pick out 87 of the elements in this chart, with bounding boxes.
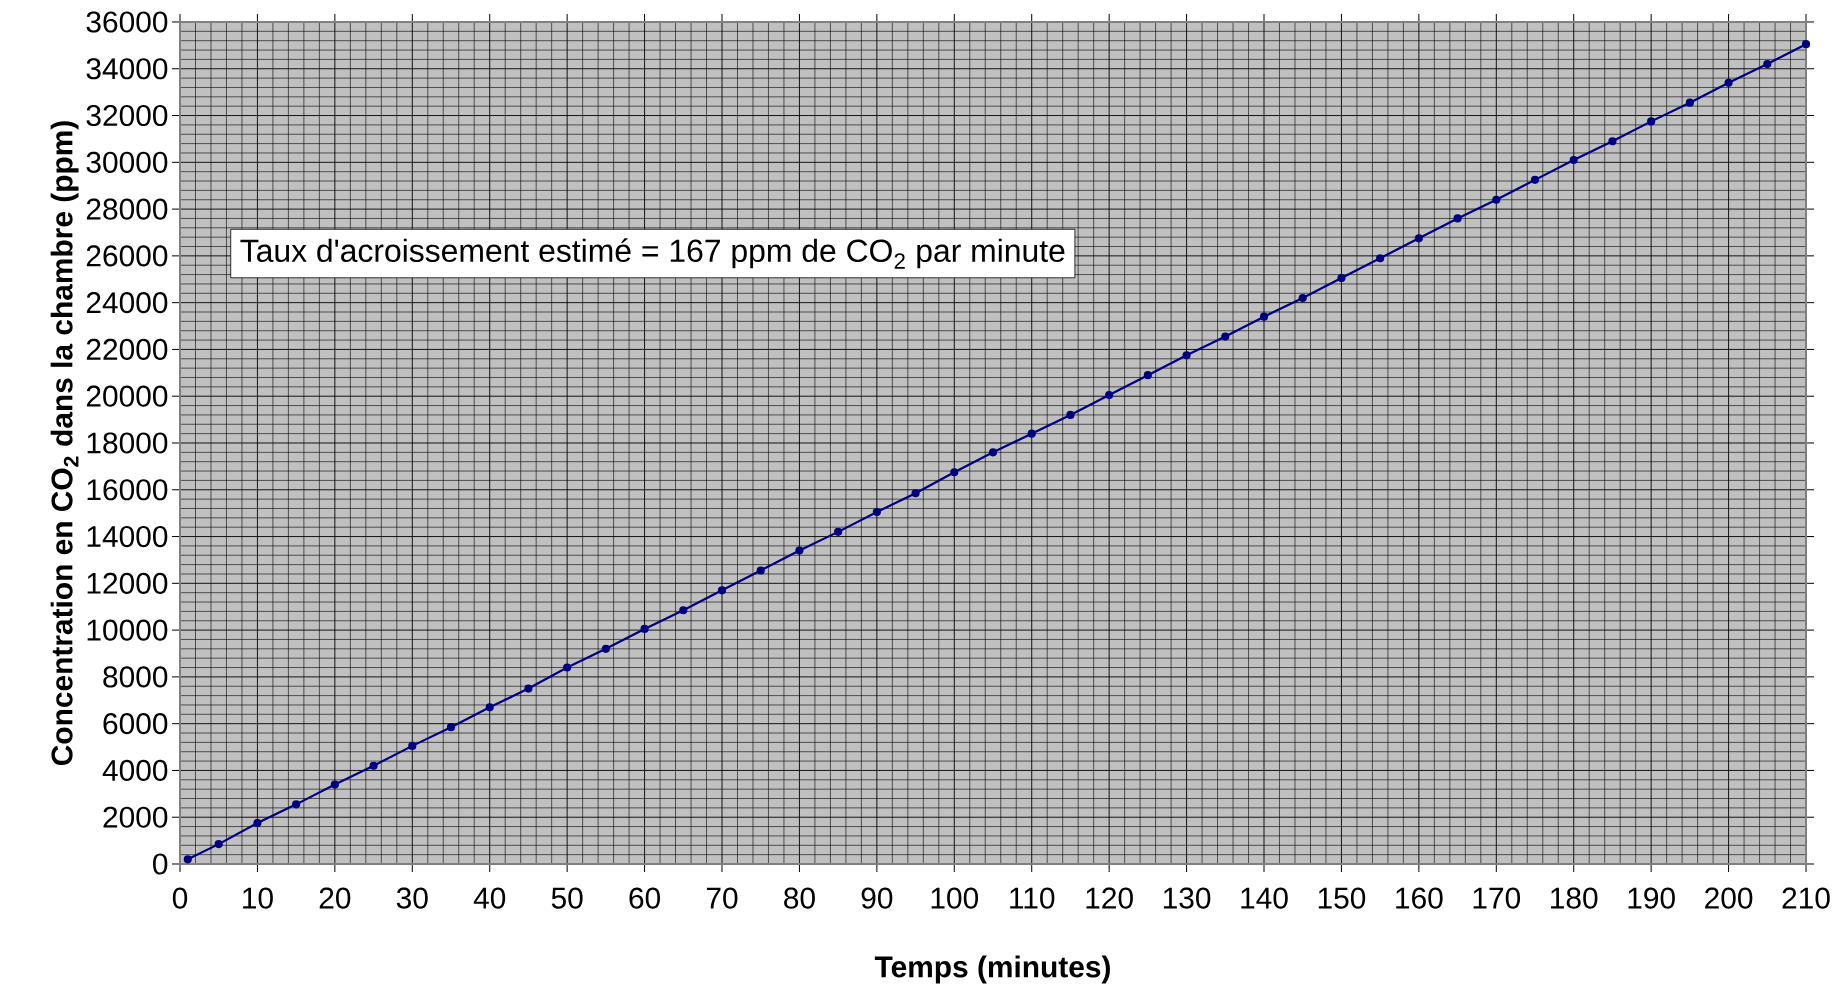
point bbox=[485, 703, 494, 712]
y-tick-label: 10000 bbox=[87, 619, 168, 641]
point bbox=[214, 840, 223, 849]
y-tick-label: 24000 bbox=[86, 292, 168, 314]
point bbox=[1801, 40, 1811, 49]
y-tick-label: 30000 bbox=[86, 151, 168, 173]
point bbox=[183, 855, 192, 864]
x-tick-label: 10 bbox=[243, 887, 273, 909]
point bbox=[1337, 274, 1346, 283]
point bbox=[601, 644, 610, 653]
point bbox=[1453, 214, 1462, 223]
point bbox=[1298, 293, 1307, 303]
y-tick-label: 0 bbox=[153, 853, 168, 875]
point bbox=[1569, 155, 1578, 165]
y-tick-label: 20000 bbox=[86, 385, 168, 407]
x-tick-label: 170 bbox=[1473, 887, 1521, 909]
annotation: Taux d'acroissement estimé = 167 ppm de CO$_{2}$ par minute bbox=[240, 238, 1065, 269]
x-tick-label: 80 bbox=[784, 887, 815, 909]
x-tick-label: 210 bbox=[1782, 887, 1830, 909]
y-axis-title: Concentration en CO$_{2}$ dans la chambre (ppm) bbox=[50, 121, 79, 766]
point bbox=[1376, 254, 1385, 263]
y-tick-label: 32000 bbox=[86, 104, 168, 127]
x-tick-label: 200 bbox=[1705, 887, 1753, 909]
x-tick-label: 160 bbox=[1396, 887, 1443, 909]
x-tick-label: 50 bbox=[551, 887, 583, 909]
x-tick-label: 40 bbox=[473, 887, 506, 909]
x-tick-label: 190 bbox=[1628, 887, 1675, 909]
point bbox=[950, 468, 959, 477]
x-tick-label: 130 bbox=[1163, 887, 1211, 909]
point bbox=[1685, 98, 1694, 107]
y-tick-label: 22000 bbox=[86, 338, 168, 361]
x-tick-label: 20 bbox=[319, 887, 351, 909]
point bbox=[1066, 410, 1075, 420]
y-tick-label: 6000 bbox=[103, 713, 168, 735]
point bbox=[292, 800, 301, 809]
y-tick-label: 28000 bbox=[86, 198, 168, 220]
y-tick-label: 26000 bbox=[86, 245, 168, 267]
x-tick-label: 0 bbox=[172, 887, 188, 909]
x-tick-label: 180 bbox=[1551, 887, 1598, 909]
x-tick-label: 70 bbox=[706, 887, 738, 909]
point bbox=[717, 586, 727, 595]
point bbox=[1763, 59, 1772, 69]
x-axis-title: Temps (minutes) bbox=[874, 955, 1110, 984]
point bbox=[795, 546, 804, 555]
point bbox=[369, 761, 378, 770]
point bbox=[1530, 175, 1540, 184]
point bbox=[253, 818, 262, 828]
point bbox=[1259, 312, 1269, 321]
point bbox=[1647, 117, 1656, 126]
y-tick-label: 14000 bbox=[87, 525, 168, 548]
point bbox=[1105, 390, 1114, 400]
point bbox=[1221, 332, 1230, 341]
point bbox=[679, 606, 688, 615]
point bbox=[756, 566, 765, 575]
y-tick-label: 16000 bbox=[87, 479, 168, 501]
point bbox=[1143, 371, 1152, 380]
point bbox=[1182, 351, 1191, 360]
y-tick-label: 4000 bbox=[102, 759, 168, 782]
point bbox=[1492, 195, 1501, 204]
point bbox=[1724, 78, 1733, 87]
point bbox=[563, 663, 572, 672]
point bbox=[988, 448, 998, 457]
y-tick-label: 18000 bbox=[87, 432, 168, 454]
x-tick-label: 90 bbox=[861, 887, 893, 909]
point bbox=[1027, 429, 1036, 438]
x-tick-label: 140 bbox=[1241, 887, 1288, 909]
y-tick-label: 2000 bbox=[103, 806, 168, 828]
x-tick-label: 60 bbox=[629, 887, 661, 909]
point bbox=[640, 624, 649, 634]
x-tick-label: 110 bbox=[1010, 887, 1055, 909]
point bbox=[834, 527, 843, 536]
point bbox=[911, 489, 920, 498]
y-tick-label: 12000 bbox=[87, 572, 168, 594]
x-tick-label: 100 bbox=[931, 887, 979, 909]
x-tick-label: 120 bbox=[1086, 887, 1133, 909]
point bbox=[872, 507, 881, 517]
point bbox=[446, 723, 456, 732]
point bbox=[408, 741, 417, 750]
point bbox=[1608, 137, 1617, 146]
y-tick-label: 34000 bbox=[86, 58, 168, 80]
y-tick-label: 8000 bbox=[103, 666, 168, 688]
x-tick-label: 150 bbox=[1318, 887, 1366, 909]
point bbox=[1414, 234, 1423, 243]
y-tick-label: 36000 bbox=[86, 11, 168, 33]
point bbox=[524, 684, 533, 693]
x-tick-label: 30 bbox=[396, 887, 428, 909]
point bbox=[330, 780, 339, 789]
